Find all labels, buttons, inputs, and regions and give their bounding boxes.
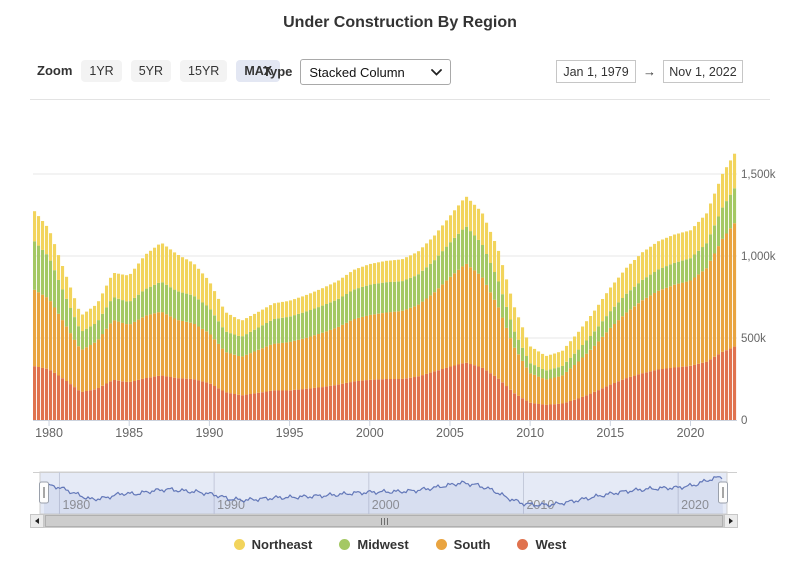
navigator-handle-left[interactable] (39, 481, 49, 504)
scrollbar-track[interactable] (44, 514, 724, 528)
navigator-decade-label: 2000 (372, 498, 400, 512)
legend-marker-northeast (233, 539, 245, 550)
date-range-control: → (556, 60, 743, 83)
date-to-input[interactable] (663, 60, 743, 83)
legend: Northeast Midwest South West (0, 537, 800, 552)
arrow-right-icon (729, 518, 733, 524)
navigator-handle-right[interactable] (718, 481, 728, 504)
y-axis-label: 1,000k (741, 251, 776, 263)
legend-marker-west (517, 539, 529, 550)
legend-item-west[interactable]: West (517, 537, 566, 552)
x-axis-label: 1985 (115, 426, 143, 440)
type-label: Type (263, 64, 293, 79)
navigator[interactable]: 19801990200020102020 (33, 471, 737, 515)
series-northeast (33, 153, 737, 371)
legend-marker-south (435, 539, 447, 550)
chart-type-control: Type Stacked Column (263, 59, 452, 85)
y-axis-label: 500k (741, 333, 766, 345)
x-axis-label: 1995 (276, 426, 304, 440)
scrollbar (30, 514, 738, 529)
scrollbar-right-button[interactable] (724, 514, 738, 528)
chart-title: Under Construction By Region (283, 14, 517, 31)
x-axis-label: 2000 (356, 426, 384, 440)
grip-icon (380, 517, 382, 525)
navigator-decade-label: 2020 (681, 498, 709, 512)
legend-marker-midwest (339, 539, 351, 550)
chart-type-value: Stacked Column (309, 64, 405, 80)
scrollbar-thumb[interactable] (45, 515, 723, 527)
chevron-down-icon (431, 68, 443, 76)
legend-item-south[interactable]: South (435, 537, 490, 552)
navigator-decade-label: 1990 (217, 498, 245, 512)
date-from-input[interactable] (556, 60, 636, 83)
x-axis-label: 2010 (516, 426, 544, 440)
y-axis-label: 1,500k (741, 169, 776, 181)
chart-type-select[interactable]: Stacked Column (300, 59, 452, 85)
legend-item-midwest[interactable]: Midwest (339, 537, 409, 552)
scrollbar-left-button[interactable] (30, 514, 44, 528)
arrow-right-icon: → (643, 64, 656, 79)
zoom-button-max[interactable]: MAX (236, 60, 281, 82)
x-axis-label: 2020 (677, 426, 705, 440)
y-axis-label: 0 (741, 415, 747, 427)
zoom-button-15yr[interactable]: 15YR (180, 60, 228, 82)
x-axis-label: 1980 (35, 426, 63, 440)
arrow-left-icon (35, 518, 39, 524)
zoom-button-1yr[interactable]: 1YR (81, 60, 122, 82)
x-axis-label: 2005 (436, 426, 464, 440)
series-midwest (33, 188, 737, 380)
legend-item-northeast[interactable]: Northeast (233, 537, 312, 552)
zoom-label: Zoom (37, 63, 73, 78)
toolbar-separator (30, 99, 770, 100)
series-west (33, 346, 737, 420)
x-axis-label: 2015 (596, 426, 624, 440)
bars (33, 153, 737, 420)
series-south (33, 223, 737, 405)
navigator-decade-label: 1980 (62, 498, 90, 512)
range-selector: Zoom 1YR 5YR 15YR MAX (37, 60, 281, 82)
zoom-button-5yr[interactable]: 5YR (130, 60, 172, 82)
x-axis-label: 1990 (195, 426, 223, 440)
